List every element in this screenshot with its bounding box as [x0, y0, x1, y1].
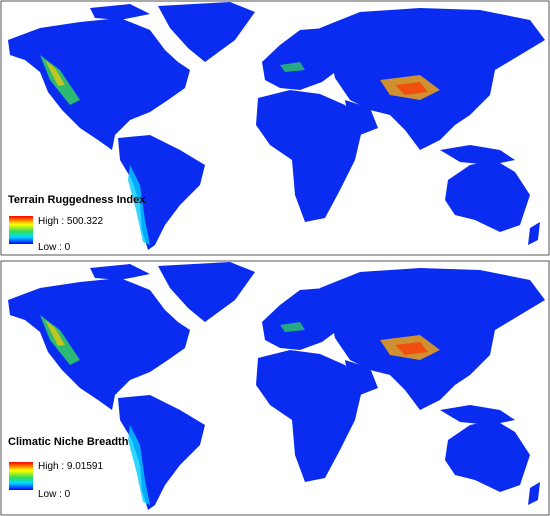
legend-title: Climatic Niche Breadth — [8, 436, 129, 448]
legend-high: High : 9.01591 — [38, 461, 103, 472]
panel-2: Climatic Niche Breadth High : 9.01591 Lo… — [0, 260, 550, 516]
legend-ramp — [9, 462, 33, 490]
legend-title: Terrain Ruggedness Index — [8, 194, 146, 206]
legend-ramp — [9, 216, 33, 244]
legend-low: Low : 0 — [38, 489, 71, 500]
legend-low: Low : 0 — [38, 242, 71, 253]
legend-high: High : 500.322 — [38, 216, 103, 227]
panel-1: Terrain Ruggedness Index High : 500.322 … — [0, 0, 550, 256]
